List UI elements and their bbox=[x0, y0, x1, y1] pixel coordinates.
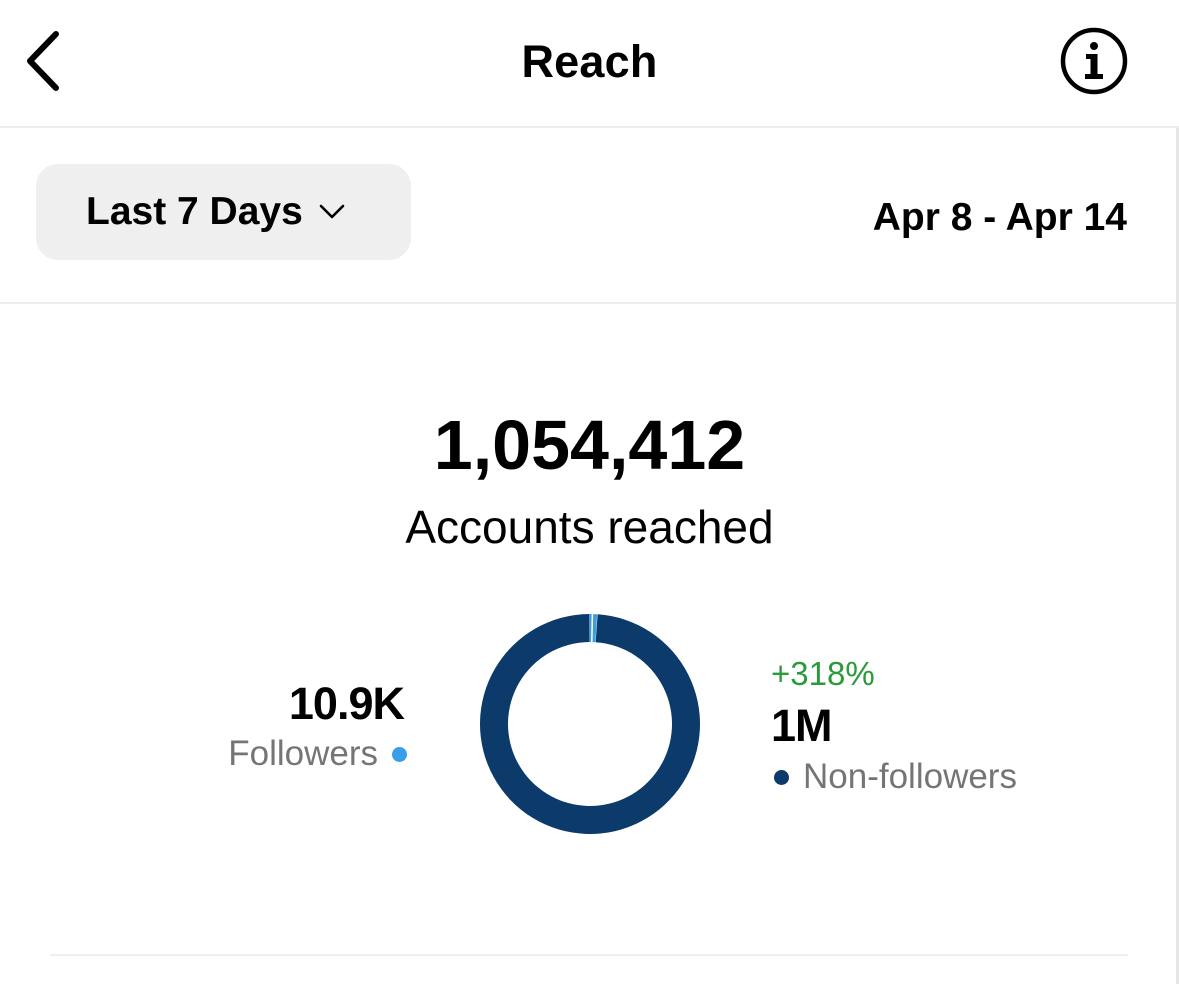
top-bar: Reach bbox=[0, 0, 1179, 128]
non-followers-change: +318% bbox=[771, 655, 875, 692]
date-range-dropdown[interactable]: Last 7 Days bbox=[36, 164, 411, 260]
info-icon bbox=[1060, 27, 1128, 95]
chevron-left-icon bbox=[27, 31, 59, 91]
non-followers-legend-dot bbox=[774, 769, 789, 785]
donut-slice-non-followers bbox=[480, 614, 700, 834]
non-followers-legend-label: Non-followers bbox=[803, 757, 1017, 796]
page-title: Reach bbox=[521, 36, 658, 87]
accounts-reached-label: Accounts reached bbox=[405, 501, 774, 553]
non-followers-legend: Non-followers bbox=[774, 757, 1017, 797]
followers-legend-label: Followers bbox=[228, 734, 378, 773]
filter-bar: Last 7 Days Apr 8 - Apr 14 bbox=[0, 128, 1179, 304]
back-button[interactable] bbox=[22, 30, 66, 92]
accounts-reached-count: 1,054,412 bbox=[433, 406, 746, 484]
date-range-dropdown-label: Last 7 Days bbox=[86, 190, 303, 233]
section-divider bbox=[50, 954, 1128, 956]
reach-donut-chart bbox=[480, 614, 700, 834]
followers-legend: Followers bbox=[228, 734, 407, 774]
screen-edge bbox=[1176, 128, 1179, 984]
non-followers-value: 1M bbox=[771, 700, 833, 751]
date-range-text: Apr 8 - Apr 14 bbox=[872, 196, 1127, 239]
info-button[interactable] bbox=[1059, 26, 1129, 96]
donut-slice-separator bbox=[591, 614, 594, 643]
chevron-down-icon bbox=[319, 204, 345, 219]
followers-legend-dot bbox=[392, 746, 407, 762]
followers-value: 10.9K bbox=[288, 678, 405, 729]
